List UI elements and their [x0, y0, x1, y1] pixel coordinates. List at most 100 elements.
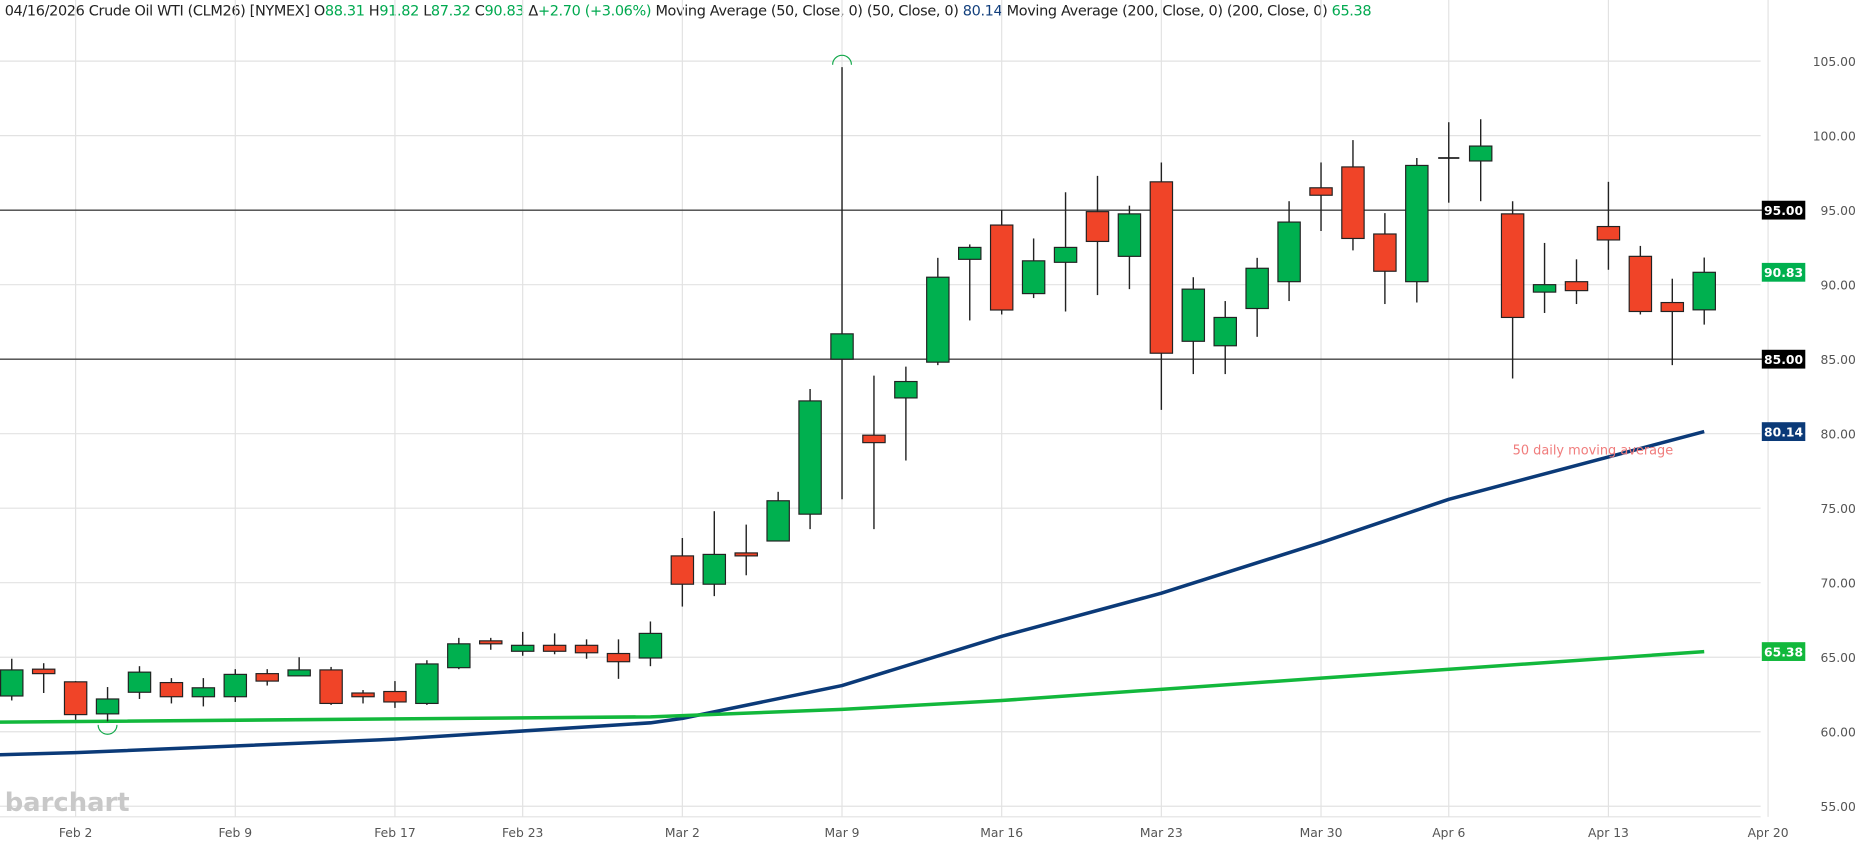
candle-body [255, 673, 279, 682]
candle-body [1245, 267, 1269, 310]
candle-body [63, 681, 88, 716]
candle-body [319, 669, 343, 705]
candle [926, 257, 950, 366]
price-badge-label: 95.00 [1764, 204, 1803, 218]
close-label: C [474, 2, 485, 19]
y-tick-label: 80.00 [1821, 427, 1856, 441]
candle [989, 210, 1014, 315]
candle [319, 666, 343, 705]
candle [1309, 162, 1333, 232]
ma200-label: Moving Average (200, Close, 0) (200, Clo… [1006, 2, 1328, 19]
candle [1438, 122, 1460, 203]
candle-body [1085, 211, 1110, 243]
candle [574, 639, 599, 659]
change-label: Δ [528, 2, 538, 19]
candle-body [1021, 260, 1046, 295]
candle-body [670, 555, 695, 585]
x-tick-label: Mar 30 [1300, 826, 1343, 840]
price-badge [1761, 422, 1806, 442]
candle-body [447, 643, 471, 669]
ma200-line [0, 649, 1705, 724]
candle [0, 658, 24, 701]
candle-body [862, 434, 886, 444]
candle-body [287, 669, 311, 677]
candle-body [1532, 284, 1557, 293]
candle-body [1692, 271, 1716, 311]
ma50-value: 80.14 [962, 2, 1003, 19]
open-label: O [313, 2, 325, 19]
candle-body [159, 681, 184, 698]
y-tick-label: 85.00 [1821, 353, 1856, 367]
price-badge-label: 65.38 [1764, 645, 1803, 659]
candle [159, 678, 184, 704]
candle-body [351, 692, 375, 698]
candle-body [510, 644, 535, 652]
candle [255, 669, 279, 686]
candle-body [798, 400, 822, 515]
candle [542, 633, 567, 655]
candle [351, 690, 375, 704]
candle [1628, 245, 1653, 315]
candle-body [191, 687, 216, 698]
candle [95, 687, 120, 722]
candle [1053, 192, 1078, 312]
x-tick-label: Apr 13 [1588, 826, 1629, 840]
low-label: L [423, 2, 431, 19]
candle [1341, 140, 1365, 251]
candle [1596, 181, 1621, 270]
candle [31, 663, 56, 694]
candle-body [479, 640, 503, 645]
candle [766, 491, 790, 542]
candle [1564, 259, 1589, 305]
x-tick-label: Feb 2 [59, 826, 93, 840]
x-tick-label: Mar 16 [980, 826, 1023, 840]
candle [1245, 257, 1269, 337]
candle-body [734, 552, 758, 557]
candle-body [1596, 225, 1621, 241]
candle-body [1564, 281, 1589, 292]
y-tick-label: 55.00 [1821, 800, 1856, 814]
y-tick-label: 90.00 [1821, 278, 1856, 292]
candle [670, 538, 695, 607]
ma50-label: Moving Average (50, Close, 0) (50, Close… [655, 2, 959, 19]
candle-body [1181, 288, 1206, 342]
candle [479, 637, 503, 650]
candle-body [574, 644, 599, 654]
candle [1660, 278, 1685, 366]
ma200-value: 65.38 [1331, 2, 1372, 19]
candle [383, 681, 407, 708]
candle [862, 375, 886, 530]
x-tick-label: Feb 23 [502, 826, 543, 840]
price-badge [1761, 349, 1806, 369]
candle [415, 660, 439, 705]
candle-body [830, 333, 854, 360]
high-value: 91.82 [379, 2, 419, 19]
low-marker-icon [97, 724, 118, 735]
x-tick-label: Apr 6 [1432, 826, 1465, 840]
candle-body [1053, 246, 1078, 263]
high-label: H [368, 2, 380, 19]
candle [127, 666, 152, 699]
candle [1117, 205, 1142, 290]
x-tick-label: Mar 23 [1140, 826, 1183, 840]
candle-body [0, 669, 24, 697]
candle-body [127, 671, 152, 693]
x-tick-label: Apr 20 [1748, 826, 1789, 840]
candle [1405, 157, 1429, 303]
candle-body [958, 246, 982, 260]
candle [1373, 213, 1397, 305]
y-tick-label: 65.00 [1821, 651, 1856, 665]
candle [830, 67, 854, 500]
candle-body [383, 690, 407, 703]
change-value: +2.70 (+3.06%) [537, 2, 652, 19]
candle-body [638, 632, 663, 659]
candle-body [1309, 187, 1333, 196]
x-tick-label: Feb 9 [218, 826, 252, 840]
candle-body [926, 276, 950, 363]
candle-body [1213, 316, 1237, 347]
candle-body [606, 652, 631, 663]
price-badge [1761, 262, 1806, 282]
price-badge-label: 80.14 [1764, 425, 1803, 439]
